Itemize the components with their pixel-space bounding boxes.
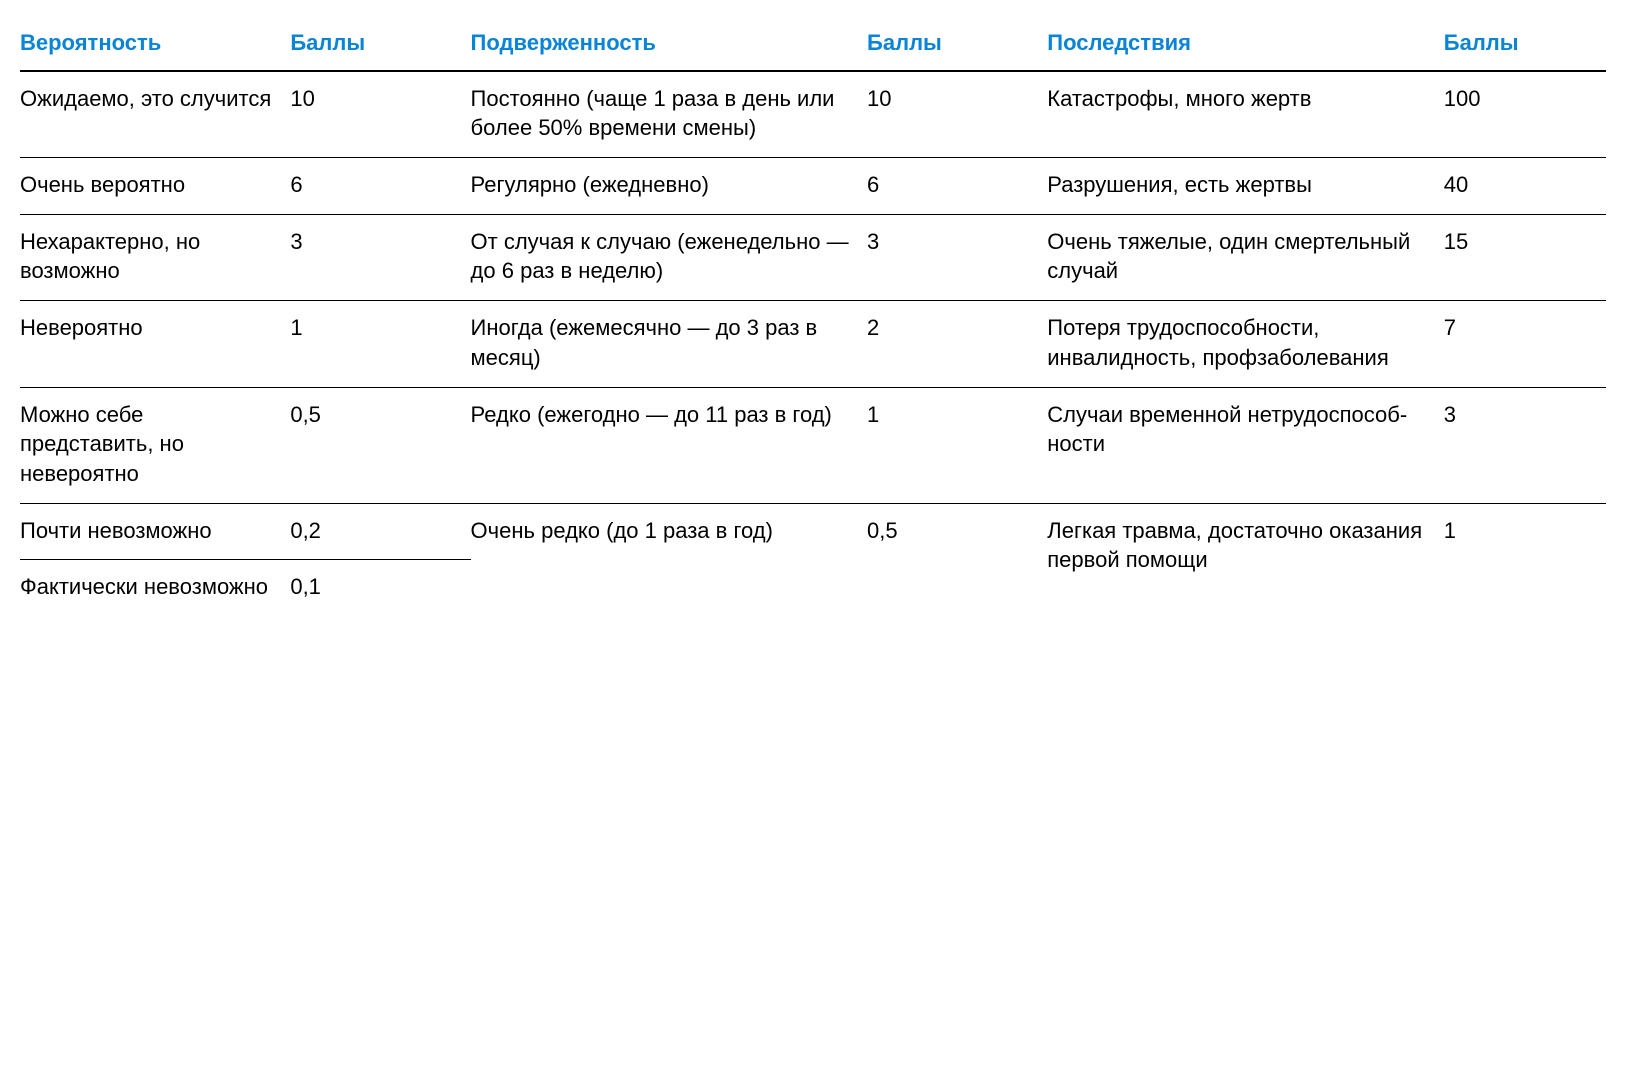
cell-score1: 6 bbox=[290, 158, 470, 215]
cell-score3: 15 bbox=[1444, 214, 1606, 300]
cell-exposure: Постоянно (ча­ще 1 раза в день или более… bbox=[471, 71, 868, 158]
table-row: Очень вероятно 6 Регулярно (ежеднев­но) … bbox=[20, 158, 1606, 215]
cell-score3: 1 bbox=[1444, 503, 1606, 616]
cell-consequences: Случаи временной нетрудоспособ­ности bbox=[1047, 387, 1444, 503]
cell-probability: Очень вероятно bbox=[20, 158, 290, 215]
cell-score3: 40 bbox=[1444, 158, 1606, 215]
cell-score2: 0,5 bbox=[867, 503, 1047, 616]
cell-score1: 1 bbox=[290, 301, 470, 387]
table-row: Можно себе представить, но невероятно 0,… bbox=[20, 387, 1606, 503]
cell-score2: 6 bbox=[867, 158, 1047, 215]
table-header-row: Вероятность Баллы Подверженность Баллы П… bbox=[20, 18, 1606, 71]
cell-probability: Ожидаемо, это случится bbox=[20, 71, 290, 158]
cell-score2: 2 bbox=[867, 301, 1047, 387]
header-probability: Вероятность bbox=[20, 18, 290, 71]
header-score1: Баллы bbox=[290, 18, 470, 71]
table-row: Нехарактерно, но возможно 3 От случая к … bbox=[20, 214, 1606, 300]
cell-score2: 3 bbox=[867, 214, 1047, 300]
header-score3: Баллы bbox=[1444, 18, 1606, 71]
cell-probability: Можно себе представить, но невероятно bbox=[20, 387, 290, 503]
cell-probability: Почти невоз­можно bbox=[20, 503, 290, 560]
cell-consequences: Катастрофы, много жертв bbox=[1047, 71, 1444, 158]
cell-score1: 3 bbox=[290, 214, 470, 300]
table-row: Почти невоз­можно 0,2 Очень редко (до 1 … bbox=[20, 503, 1606, 560]
cell-score3: 100 bbox=[1444, 71, 1606, 158]
cell-exposure: Очень редко (до 1 раза в год) bbox=[471, 503, 868, 616]
cell-probability: Невероятно bbox=[20, 301, 290, 387]
table-row: Невероятно 1 Иногда (ежемесячно — до 3 р… bbox=[20, 301, 1606, 387]
cell-consequences: Разрушения, есть жертвы bbox=[1047, 158, 1444, 215]
cell-probability: Нехарактерно, но возможно bbox=[20, 214, 290, 300]
cell-consequences: Потеря трудоспособности, инвалидность, п… bbox=[1047, 301, 1444, 387]
cell-exposure: Регулярно (ежеднев­но) bbox=[471, 158, 868, 215]
cell-exposure: Редко (ежегодно — до 11 раз в год) bbox=[471, 387, 868, 503]
table-row: Ожидаемо, это случится 10 Постоянно (ча­… bbox=[20, 71, 1606, 158]
header-consequences: Последствия bbox=[1047, 18, 1444, 71]
cell-exposure: Иногда (ежемесячно — до 3 раз в месяц) bbox=[471, 301, 868, 387]
cell-exposure: От случая к случаю (еженедельно — до 6 р… bbox=[471, 214, 868, 300]
header-score2: Баллы bbox=[867, 18, 1047, 71]
risk-scoring-table: Вероятность Баллы Подверженность Баллы П… bbox=[20, 18, 1606, 616]
cell-score1: 0,2 bbox=[290, 503, 470, 560]
cell-score2: 1 bbox=[867, 387, 1047, 503]
cell-consequences: Очень тяжелые, один смертельный случай bbox=[1047, 214, 1444, 300]
header-exposure: Подверженность bbox=[471, 18, 868, 71]
cell-score3: 7 bbox=[1444, 301, 1606, 387]
cell-score1: 0,5 bbox=[290, 387, 470, 503]
cell-consequences: Легкая травма, до­статочно оказания перв… bbox=[1047, 503, 1444, 616]
cell-score3: 3 bbox=[1444, 387, 1606, 503]
cell-score2: 10 bbox=[867, 71, 1047, 158]
cell-score1: 0,1 bbox=[290, 560, 470, 616]
cell-probability: Фактически невозможно bbox=[20, 560, 290, 616]
cell-score1: 10 bbox=[290, 71, 470, 158]
